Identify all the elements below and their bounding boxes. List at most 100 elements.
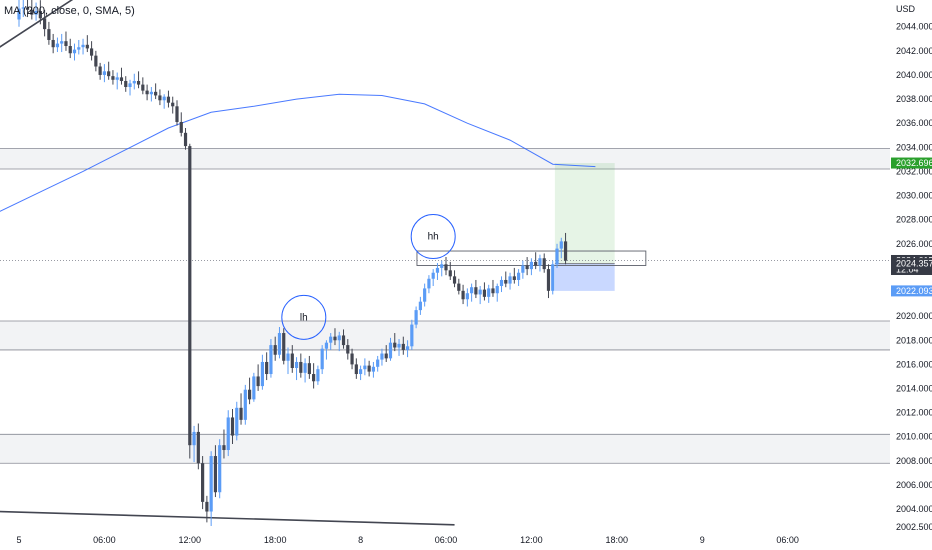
candle-body bbox=[145, 90, 149, 95]
candle-body bbox=[465, 293, 469, 300]
annotation-circle bbox=[281, 294, 327, 340]
price-tick-label: 2036.000 bbox=[896, 118, 932, 128]
position-loss-zone bbox=[554, 263, 615, 291]
price-tick-label: 2038.000 bbox=[896, 94, 932, 104]
candle-body bbox=[175, 106, 179, 122]
price-tick-label: 2010.000 bbox=[896, 432, 932, 442]
candle-body bbox=[384, 353, 388, 359]
candle-body bbox=[431, 272, 435, 279]
moving-average-line bbox=[0, 93, 596, 212]
annotation-label: lh bbox=[300, 312, 308, 323]
candle-body bbox=[457, 283, 461, 291]
candle-body bbox=[192, 431, 196, 446]
candle-body bbox=[316, 369, 320, 382]
price-tag-stop-label: 2022.093 bbox=[896, 286, 932, 296]
candle-body bbox=[188, 146, 192, 446]
candle-body bbox=[555, 248, 559, 265]
candle-body bbox=[247, 389, 252, 400]
price-tag-stop bbox=[891, 285, 932, 297]
candle-body bbox=[410, 324, 414, 347]
candle-body bbox=[128, 83, 132, 88]
price-tick-label: 2018.000 bbox=[896, 335, 932, 345]
candle-body bbox=[303, 363, 307, 373]
annotation-circle bbox=[410, 214, 456, 260]
candle-body bbox=[77, 47, 81, 50]
candle-body bbox=[371, 366, 376, 372]
candle-body bbox=[508, 276, 512, 284]
candle-body bbox=[136, 80, 141, 85]
candle-body bbox=[350, 353, 354, 365]
candle-body bbox=[376, 359, 380, 367]
candle-body bbox=[563, 241, 568, 261]
candle-body bbox=[205, 501, 209, 512]
price-tick-label: 2004.000 bbox=[896, 504, 932, 514]
candle-body bbox=[397, 343, 401, 348]
candle-body bbox=[521, 265, 525, 273]
time-tick-label: 8 bbox=[358, 535, 363, 545]
candle-body bbox=[21, 7, 25, 9]
candle-body bbox=[94, 55, 98, 67]
candle-body bbox=[307, 363, 311, 375]
candle-body bbox=[393, 342, 397, 348]
candle-body bbox=[487, 288, 491, 297]
candle-body bbox=[43, 18, 47, 30]
candle-body bbox=[68, 46, 72, 54]
price-tick-label: 2040.000 bbox=[896, 70, 932, 80]
candle-body bbox=[222, 445, 226, 451]
candle-body bbox=[491, 288, 495, 294]
candle-body bbox=[124, 80, 128, 88]
candle-body bbox=[81, 44, 85, 48]
candle-body bbox=[171, 102, 175, 107]
price-tag-entry-label: 2024.357 bbox=[896, 259, 932, 269]
annotation-label: hh bbox=[428, 232, 439, 243]
candle-body bbox=[218, 445, 222, 493]
candle-body bbox=[196, 431, 200, 464]
candle-body bbox=[269, 345, 273, 375]
candle-body bbox=[435, 267, 440, 273]
candle-body bbox=[265, 361, 269, 375]
candle-body bbox=[504, 279, 508, 284]
price-tick-label: 2006.000 bbox=[896, 480, 932, 490]
candle-body bbox=[367, 365, 371, 372]
time-tick-label: 9 bbox=[700, 535, 705, 545]
time-tick-label: 12:00 bbox=[179, 535, 202, 545]
candle-body bbox=[158, 95, 162, 101]
candle-body bbox=[478, 289, 482, 295]
candle-body bbox=[388, 342, 393, 359]
price-tick-label: 2002.500 bbox=[896, 522, 932, 532]
candle-body bbox=[286, 353, 290, 361]
price-tick-label: 2032.000 bbox=[896, 166, 932, 176]
candle-body bbox=[405, 346, 410, 350]
price-tick-label: 2012.000 bbox=[896, 408, 932, 418]
candle-body bbox=[452, 276, 457, 284]
price-tick-label: 2030.000 bbox=[896, 191, 932, 201]
candle-body bbox=[85, 44, 89, 49]
candle-body bbox=[179, 121, 183, 133]
trendline bbox=[0, 0, 74, 48]
candle-body bbox=[64, 41, 68, 47]
candle-body bbox=[341, 335, 346, 346]
candle-body bbox=[551, 264, 555, 291]
price-tag-last-price-countdown: 12:04 bbox=[896, 264, 919, 274]
candle-body bbox=[290, 353, 294, 369]
candle-body bbox=[149, 91, 153, 95]
candle-body bbox=[461, 290, 465, 300]
candle-body bbox=[243, 389, 247, 420]
time-axis-bg bbox=[0, 530, 932, 550]
price-tag-ma-value-label: 2032.696 bbox=[896, 158, 932, 168]
candle-body bbox=[529, 261, 533, 270]
candle-body bbox=[201, 463, 205, 502]
position-profit-zone bbox=[554, 163, 615, 264]
candle-body bbox=[141, 84, 145, 91]
candle-body bbox=[525, 265, 529, 270]
candle-body bbox=[239, 407, 243, 420]
candle-body bbox=[282, 333, 286, 361]
candle-body bbox=[401, 343, 405, 350]
time-tick-label: 06:00 bbox=[776, 535, 799, 545]
candle-body bbox=[427, 278, 431, 289]
candle-body bbox=[34, 11, 38, 15]
candle-body bbox=[60, 41, 64, 44]
candle-body bbox=[38, 11, 42, 19]
